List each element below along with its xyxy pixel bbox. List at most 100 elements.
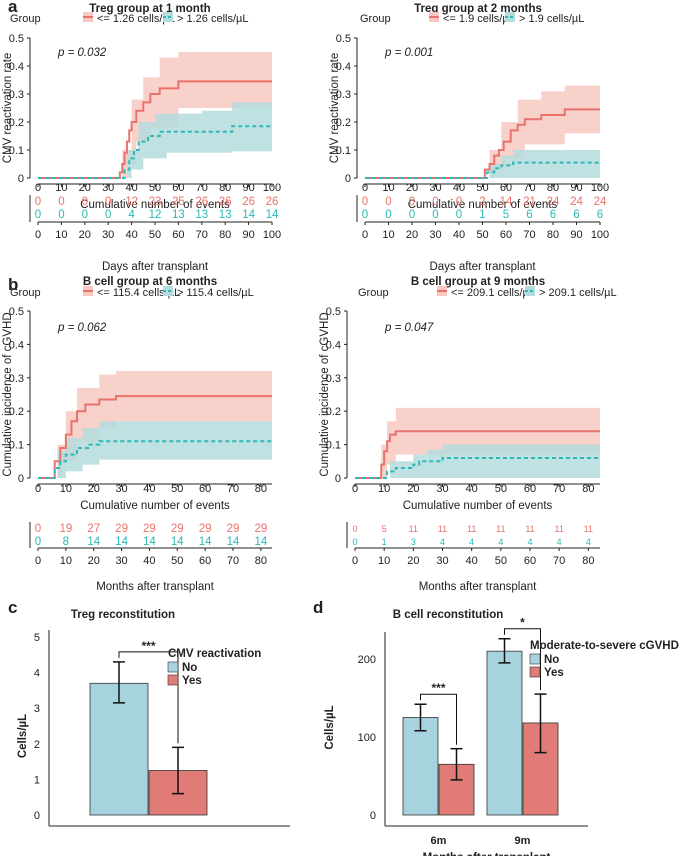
risk-x-axis-label: Months after transplant	[96, 581, 214, 593]
y-tick-label: 0.4	[336, 61, 351, 73]
risk-count: 14	[171, 536, 184, 548]
risk-count: 13	[195, 209, 208, 221]
risk-count: 0	[409, 209, 415, 221]
legend-label: <= 209.1 cells/µL	[451, 287, 535, 299]
x-tick-label: 10	[378, 483, 390, 495]
y-tick-label: 200	[358, 654, 376, 666]
y-axis-label: CMV reactivation rate	[329, 53, 341, 164]
risk-count: 11	[409, 524, 418, 534]
y-tick-label: 0	[370, 810, 376, 822]
risk-count: 13	[219, 209, 232, 221]
x-tick-label: 0	[362, 182, 368, 194]
risk-x-tick-label: 60	[199, 555, 211, 567]
panel-letter: d	[313, 598, 323, 617]
risk-count: 12	[149, 209, 162, 221]
risk-x-tick-label: 30	[436, 555, 448, 567]
y-tick-label: 0.5	[9, 33, 24, 45]
risk-count: 6	[573, 209, 579, 221]
risk-x-tick-label: 10	[378, 555, 390, 567]
x-tick-label: 9m	[515, 835, 531, 847]
risk-x-tick-label: 50	[149, 229, 161, 241]
km-line-red	[355, 430, 600, 479]
y-tick-label: 0.4	[9, 339, 24, 351]
risk-count: 1	[382, 537, 387, 547]
x-tick-label: 40	[453, 182, 465, 194]
legend-label: Yes	[182, 675, 202, 687]
y-tick-label: 3	[34, 703, 40, 715]
risk-x-axis-label: Days after transplant	[429, 261, 536, 273]
x-tick-label: 50	[495, 483, 507, 495]
risk-count: 1	[479, 209, 485, 221]
risk-count: 14	[500, 196, 513, 208]
p-value: p = 0.001	[384, 47, 433, 59]
y-tick-label: 5	[34, 632, 40, 644]
risk-count: 0	[35, 209, 41, 221]
risk-count: 4	[469, 537, 474, 547]
legend-title: CMV reactivation	[168, 648, 261, 660]
y-tick-label: 2	[34, 739, 40, 751]
y-tick-label: 0.5	[326, 306, 341, 318]
risk-count: 29	[227, 523, 240, 535]
risk-count: 4	[440, 537, 445, 547]
x-tick-label: 80	[219, 182, 231, 194]
risk-count: 0	[82, 196, 88, 208]
ci-band-teal	[365, 150, 600, 178]
significance-bracket	[504, 628, 541, 691]
significance-stars: ***	[431, 681, 445, 695]
risk-x-tick-label: 40	[466, 555, 478, 567]
bar-no	[486, 650, 523, 816]
risk-count: 0	[82, 209, 88, 221]
ci-band-teal	[355, 444, 600, 478]
y-tick-label: 0.5	[9, 306, 24, 318]
x-tick-label: 10	[55, 182, 67, 194]
risk-count: 0	[362, 209, 368, 221]
risk-count: 11	[438, 524, 447, 534]
x-tick-label: 60	[500, 182, 512, 194]
km-line-teal	[365, 161, 600, 179]
risk-x-tick-label: 80	[255, 555, 267, 567]
risk-count: 0	[432, 196, 438, 208]
y-tick-label: 0.2	[336, 117, 351, 129]
risk-x-tick-label: 90	[570, 229, 582, 241]
risk-count: 29	[199, 523, 212, 535]
x-tick-label: 60	[524, 483, 536, 495]
legend-label: > 1.26 cells/µL	[177, 13, 248, 25]
risk-count: 23	[149, 196, 162, 208]
risk-x-tick-label: 80	[219, 229, 231, 241]
risk-count: 2	[479, 196, 485, 208]
risk-x-tick-label: 0	[352, 555, 358, 567]
risk-x-tick-label: 10	[60, 555, 72, 567]
legend-title: Group	[10, 13, 41, 25]
x-axis-label: Cumulative number of events	[80, 500, 230, 512]
risk-x-tick-label: 80	[582, 555, 594, 567]
risk-x-tick-label: 50	[476, 229, 488, 241]
risk-count: 14	[87, 536, 100, 548]
x-axis-label: Cumulative number of events	[403, 500, 553, 512]
risk-count: 11	[554, 524, 563, 534]
legend-label: > 115.4 cells/µL	[177, 287, 254, 299]
x-tick-label: 30	[429, 182, 441, 194]
risk-x-tick-label: 0	[362, 229, 368, 241]
risk-x-tick-label: 50	[495, 555, 507, 567]
p-value: p = 0.032	[57, 47, 107, 59]
panel-letter: c	[8, 598, 17, 617]
risk-x-tick-label: 80	[547, 229, 559, 241]
chart-title: B cell reconstitution	[393, 609, 504, 621]
risk-count: 4	[498, 537, 503, 547]
risk-count: 11	[584, 524, 593, 534]
x-tick-label: 50	[476, 182, 488, 194]
risk-count: 0	[409, 196, 415, 208]
y-tick-label: 0	[34, 810, 40, 822]
risk-x-tick-label: 20	[88, 555, 100, 567]
x-tick-label: 60	[172, 182, 184, 194]
risk-count: 26	[195, 196, 208, 208]
y-tick-label: 0.1	[326, 440, 341, 452]
risk-count: 14	[227, 536, 240, 548]
risk-count: 11	[467, 524, 476, 534]
risk-count: 14	[143, 536, 156, 548]
risk-count: 0	[58, 196, 64, 208]
risk-x-axis-label: Months after transplant	[419, 581, 537, 593]
risk-x-axis-label: Days after transplant	[102, 261, 209, 273]
risk-x-tick-label: 40	[125, 229, 137, 241]
